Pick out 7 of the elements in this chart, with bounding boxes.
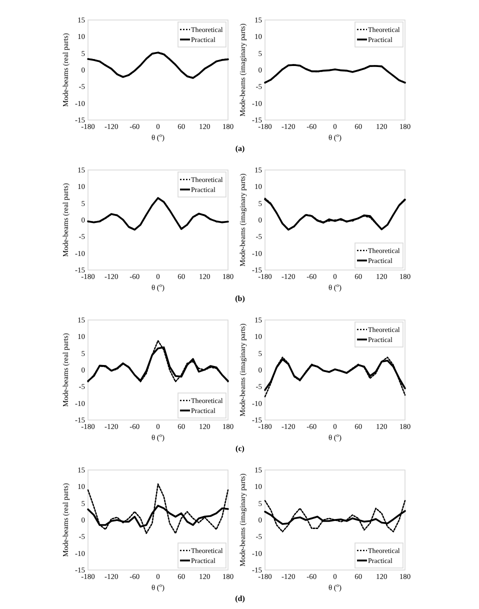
text: (c) [236,444,245,453]
line-series [264,356,406,398]
text: (d) [235,594,246,603]
line-series [87,483,229,534]
text: (a) [235,144,245,153]
text: (b) [235,294,246,303]
line-series [264,500,406,532]
